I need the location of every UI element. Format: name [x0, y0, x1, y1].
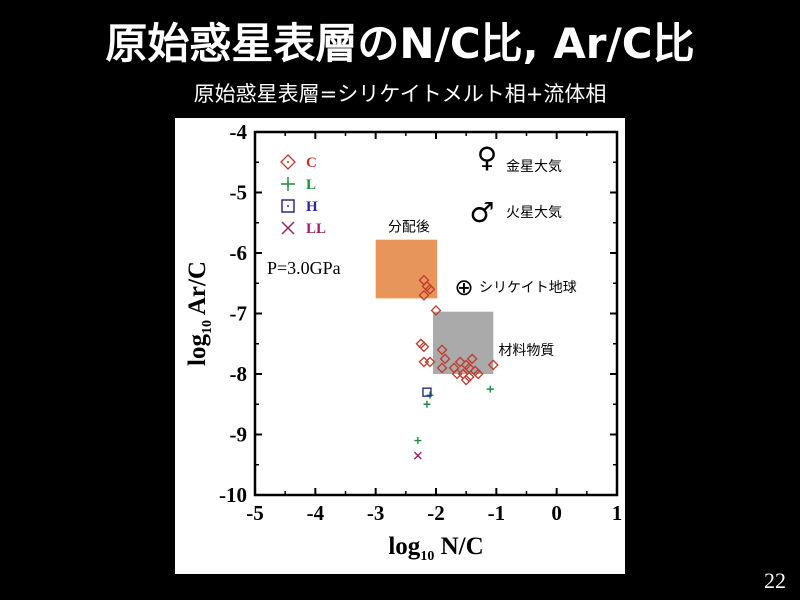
data-point-c — [436, 362, 448, 374]
page-number: 22 — [764, 568, 786, 593]
data-point-c — [418, 289, 430, 301]
x-tick-label: -5 — [246, 501, 264, 525]
legend-marker-ll — [281, 221, 295, 235]
slide-subtitle: 原始惑星表層=シリケイトメルト相+流体相 — [193, 82, 607, 106]
legend-marker-dot — [287, 205, 289, 207]
region-label-after-partition: 分配後 — [388, 220, 430, 236]
data-point-c — [487, 359, 499, 371]
data-point-h — [422, 387, 432, 397]
data-point-c — [418, 341, 430, 353]
y-tick-label: -4 — [230, 120, 248, 144]
data-point-c — [454, 356, 466, 368]
x-tick-label: -2 — [427, 501, 445, 525]
y-axis-title: log10 Ar/C — [184, 261, 215, 366]
legend-marker-l — [281, 177, 295, 191]
data-point-l — [486, 385, 494, 393]
data-point-c — [424, 283, 436, 295]
pressure-label: P=3.0GPa — [267, 258, 341, 278]
data-point-c — [472, 368, 484, 380]
regions-layer — [375, 239, 494, 374]
legend-label-l: L — [306, 177, 316, 193]
legend-marker-c — [280, 154, 296, 170]
legend-label-ll: LL — [306, 221, 326, 237]
data-point-c — [418, 356, 430, 368]
y-tick-label: -10 — [219, 483, 247, 507]
data-point-c — [430, 305, 442, 316]
y-tick-label: -6 — [230, 241, 248, 265]
mars-icon: ♂ — [469, 196, 494, 229]
chart-panel: -5 -4 -3 -2 -1 0 1 -4 -5 -6 -7 -8 -9 -10 log10 N/C log1… — [175, 118, 625, 574]
x-tick-label: -1 — [488, 501, 506, 525]
venus-icon: ♀ — [477, 141, 498, 174]
x-axis-title: log10 N/C — [388, 533, 483, 564]
data-point-c — [466, 353, 478, 365]
data-point-c — [424, 356, 436, 368]
slide-title: 原始惑星表層のN/C比, Ar/C比 — [105, 19, 695, 68]
y-tick-label: -7 — [230, 302, 248, 326]
data-point-c — [436, 344, 448, 356]
legend-label-h: H — [306, 199, 318, 215]
legend-marker-h — [281, 199, 295, 213]
legend-label-c: C — [306, 155, 317, 171]
region-material — [432, 311, 494, 374]
legend-layer: CLH LL — [280, 154, 326, 237]
y-tick-label: -9 — [230, 423, 248, 447]
earth-label: シリケイト地球 — [479, 280, 577, 296]
points-layer — [413, 274, 499, 460]
venus-label: 金星大気 — [506, 159, 562, 175]
data-point-c — [439, 353, 451, 365]
earth-icon: ⊕ — [454, 275, 473, 301]
x-tick-label: 1 — [612, 501, 623, 525]
data-point-l — [414, 437, 422, 445]
legend-marker-dot — [287, 161, 289, 163]
mars-label: 火星大気 — [506, 205, 562, 221]
data-point-l — [423, 400, 431, 408]
data-point-l — [426, 391, 434, 399]
y-tick-label: -5 — [230, 181, 248, 205]
data-point-c — [460, 374, 472, 386]
region-label-material: 材料物質 — [498, 343, 554, 359]
data-point-ll — [413, 451, 422, 460]
data-point-c — [415, 338, 427, 350]
x-tick-label: -4 — [307, 501, 325, 525]
y-tick-label: -8 — [230, 362, 248, 386]
x-tick-label: 0 — [551, 501, 562, 525]
x-tick-label: -3 — [367, 501, 385, 525]
